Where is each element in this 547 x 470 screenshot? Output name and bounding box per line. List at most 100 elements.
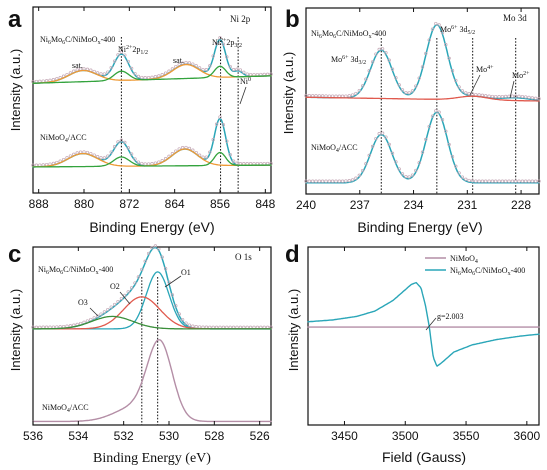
data-point (384, 51, 388, 55)
data-point (437, 23, 441, 27)
legend-label-ni6mo6c: Ni6Mo6C/NiMoOx-400 (450, 266, 525, 277)
data-point (394, 76, 398, 80)
data-point (440, 30, 445, 35)
data-point (214, 41, 219, 46)
data-point (126, 290, 130, 294)
data-point (504, 94, 508, 99)
plot-frame (32, 6, 272, 194)
annotation-o3: O3 (78, 298, 88, 307)
data-point (153, 244, 158, 248)
data-point (187, 323, 192, 327)
annotation-pointer (239, 86, 247, 105)
data-point (201, 67, 205, 72)
data-point (157, 247, 161, 251)
series-line (32, 65, 272, 84)
data-point (231, 159, 236, 163)
sample-label-bottom: NiMoO4/ACC (311, 143, 358, 154)
data-point (510, 94, 515, 98)
x-tick-label: 3550 (453, 429, 480, 443)
series-line (32, 296, 272, 330)
data-point (537, 179, 541, 183)
data-point (440, 117, 445, 122)
data-point (324, 179, 328, 183)
series-line (305, 95, 540, 102)
data-point (400, 172, 405, 176)
data-point (390, 151, 395, 155)
data-point (160, 255, 164, 259)
data-point (524, 95, 528, 99)
data-point (140, 161, 144, 166)
sample-label-top: Ni6Mo6C/NiMoOx-400 (311, 29, 386, 40)
x-tick-label: 872 (119, 197, 139, 211)
data-point (414, 84, 418, 88)
panel-letter: d (285, 241, 300, 268)
data-point (242, 70, 246, 74)
data-point (380, 47, 385, 51)
x-ticks: 536 534 532 530 528 526 (23, 247, 270, 443)
data-point (514, 179, 518, 183)
data-point (474, 179, 478, 183)
data-point (464, 177, 468, 181)
sample-label-top: Ni6Mo6C/NiMoOx-400 (40, 35, 115, 46)
annotation-ni2-2p32: Ni2+2p3/2 (212, 38, 242, 49)
data-point (444, 43, 448, 47)
data-point (99, 156, 103, 160)
data-point (238, 68, 243, 72)
data-point (102, 310, 107, 314)
plot-area (31, 244, 273, 425)
series-line (32, 315, 272, 330)
panel-letter: b (285, 6, 300, 33)
data-point (370, 144, 375, 149)
data-point (497, 95, 501, 99)
data-point (407, 175, 411, 179)
data-point (400, 88, 405, 92)
x-tick-label: 530 (159, 429, 179, 443)
data-point (109, 305, 113, 309)
annotation-o2: O2 (110, 282, 120, 291)
x-tick-label: 534 (68, 429, 88, 443)
panel-letter: c (8, 241, 21, 268)
data-point (167, 280, 171, 284)
data-point (99, 312, 103, 316)
data-point (225, 139, 229, 143)
data-point (434, 21, 438, 26)
data-point (484, 179, 488, 183)
panel-title: O 1s (235, 252, 252, 262)
plot-area (31, 36, 273, 193)
data-point (350, 93, 355, 97)
x-tick-label: 240 (296, 198, 316, 212)
x-ticks: 3450 3500 3550 3600 (331, 247, 541, 443)
data-point (534, 96, 538, 100)
data-point (221, 42, 226, 46)
data-point (504, 179, 508, 183)
x-tick-label: 532 (114, 429, 134, 443)
data-point (424, 51, 428, 56)
data-point (467, 178, 471, 183)
data-point (112, 302, 117, 307)
data-point (487, 94, 491, 98)
data-point (304, 179, 308, 183)
y-axis-label: Intensity (a.u.) (8, 49, 23, 131)
data-point (129, 152, 134, 156)
data-point (150, 246, 154, 250)
x-tick-label: 864 (165, 197, 185, 211)
data-point (420, 65, 425, 69)
data-point (143, 162, 147, 166)
data-point (500, 179, 505, 183)
annotation-pointer (164, 275, 182, 288)
data-point (450, 154, 455, 159)
data-point (95, 314, 100, 318)
series-line (307, 281, 540, 367)
data-point (530, 179, 534, 183)
annotation-pointer (89, 307, 99, 317)
data-point (464, 91, 468, 95)
data-point (457, 171, 461, 175)
data-point (470, 179, 475, 183)
data-point (364, 162, 368, 166)
x-tick-label: 848 (255, 197, 275, 211)
data-point (360, 168, 365, 173)
data-point (197, 66, 202, 70)
data-point (410, 89, 415, 93)
data-point (454, 164, 458, 168)
